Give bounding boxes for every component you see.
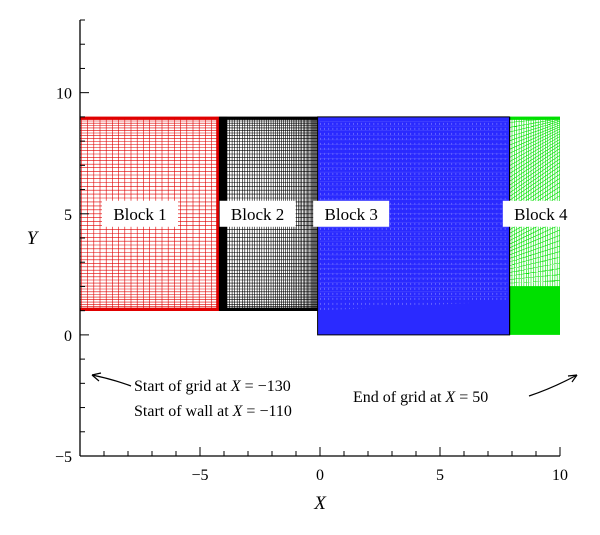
block-3-label: Block 3 <box>325 205 378 224</box>
y-axis-label: Y <box>27 228 40 249</box>
svg-text:End of grid at X = 50: End of grid at X = 50 <box>353 389 488 406</box>
block-1-label-box: Block 1 <box>102 200 178 227</box>
x-tick-label: −5 <box>191 467 208 484</box>
axes: −5 0 5 10 −5 0 5 10 <box>55 19 568 484</box>
annotation-end-of-grid: End of grid at X = 50 <box>353 374 578 406</box>
y-tick-label: 5 <box>64 207 72 224</box>
y-tick-label: 10 <box>56 86 72 103</box>
block-1-label: Block 1 <box>113 205 166 224</box>
x-axis-label: X <box>313 493 327 514</box>
arrow-left-icon <box>91 374 132 387</box>
block-2-label: Block 2 <box>231 205 284 224</box>
block-3-label-box: Block 3 <box>313 200 390 227</box>
svg-text:Start of wall at X = −110: Start of wall at X = −110 <box>134 403 292 420</box>
start-grid-prefix: Start of grid at <box>134 378 231 395</box>
block-4-label-box: Block 4 <box>502 200 579 227</box>
end-grid-prefix: End of grid at <box>353 389 445 406</box>
start-grid-var: X <box>230 378 242 395</box>
arrow-right-icon <box>528 374 578 397</box>
arrowhead-right-icon <box>567 374 578 383</box>
end-grid-var: X <box>444 389 456 406</box>
block-4-label: Block 4 <box>514 205 568 224</box>
arrowhead-left-icon <box>91 372 102 382</box>
x-tick-label: 10 <box>552 467 568 484</box>
x-tick-label: 0 <box>316 467 324 484</box>
start-wall-prefix: Start of wall at <box>134 403 233 420</box>
svg-text:Start of grid at X = −130: Start of grid at X = −130 <box>134 378 291 395</box>
block-labels: Block 1 Block 2 Block 3 Block 4 <box>102 200 579 227</box>
y-tick-label: −5 <box>55 449 72 466</box>
start-wall-value: = −110 <box>242 403 291 420</box>
end-grid-value: = 50 <box>455 389 488 406</box>
y-tick-label: 0 <box>64 328 72 345</box>
block-2-label-box: Block 2 <box>219 200 296 227</box>
start-grid-value: = −130 <box>241 378 291 395</box>
start-wall-var: X <box>232 403 244 420</box>
x-tick-label: 5 <box>436 467 444 484</box>
annotation-start-of-grid: Start of grid at X = −130 Start of wall … <box>91 372 292 420</box>
